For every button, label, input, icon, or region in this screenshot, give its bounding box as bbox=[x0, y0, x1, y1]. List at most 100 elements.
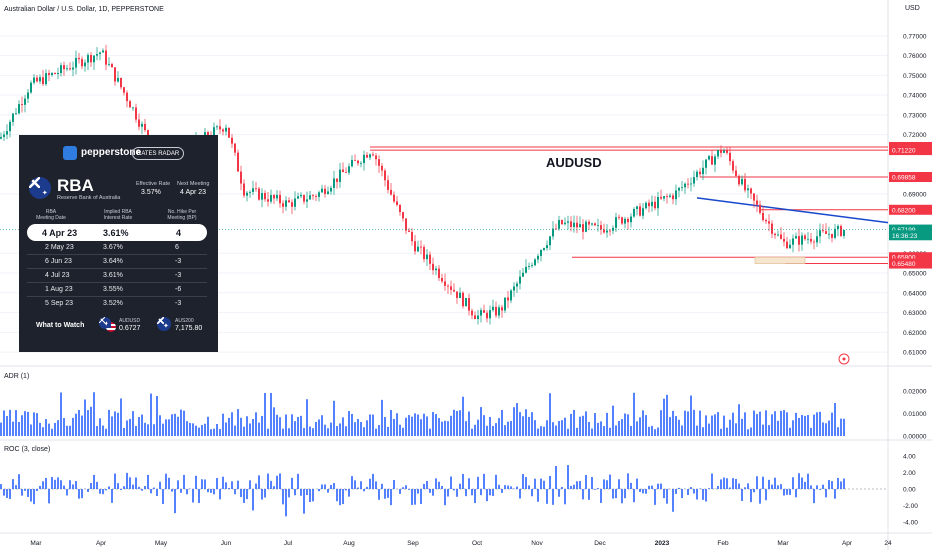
adr-bar bbox=[480, 407, 482, 436]
adr-bar bbox=[315, 421, 317, 436]
adr-bar bbox=[300, 415, 302, 436]
adr-bar bbox=[474, 424, 476, 436]
adr-axis: 0.02000 0.01000 0.00000 bbox=[903, 389, 927, 441]
candle-body bbox=[393, 194, 395, 202]
adr-bar bbox=[612, 405, 614, 436]
roc-tick-label: 4.00 bbox=[903, 454, 916, 461]
roc-bar bbox=[174, 489, 176, 514]
roc-bar bbox=[165, 473, 167, 489]
candle-body bbox=[252, 188, 254, 192]
adr-bar bbox=[165, 419, 167, 436]
adr-bar bbox=[795, 412, 797, 436]
rba-title: RBA bbox=[57, 176, 94, 195]
candle-body bbox=[126, 92, 128, 102]
rates-radar-button[interactable]: RATES RADAR bbox=[132, 147, 185, 160]
candle-body bbox=[552, 228, 554, 237]
adr-bar bbox=[63, 418, 65, 436]
roc-bar bbox=[336, 489, 338, 502]
roc-bar bbox=[234, 489, 236, 495]
roc-bar bbox=[438, 481, 440, 489]
adr-bar bbox=[705, 415, 707, 436]
candle-body bbox=[354, 160, 356, 161]
roc-bar bbox=[522, 474, 524, 489]
candle-body bbox=[837, 225, 839, 229]
roc-bar bbox=[486, 489, 488, 502]
adr-bar bbox=[411, 416, 413, 436]
candle-body bbox=[342, 169, 344, 173]
roc-bar bbox=[816, 485, 818, 489]
roc-bar bbox=[774, 477, 776, 489]
roc-bar bbox=[228, 488, 230, 489]
candle-body bbox=[18, 104, 20, 114]
adr-bar bbox=[87, 410, 89, 436]
candle-body bbox=[765, 220, 767, 222]
roc-bar bbox=[546, 489, 548, 504]
adr-bar bbox=[132, 411, 134, 436]
candle-body bbox=[738, 175, 740, 185]
candle-body bbox=[762, 212, 764, 221]
candle-body bbox=[483, 310, 485, 313]
target-icon[interactable] bbox=[838, 353, 850, 365]
roc-bar bbox=[585, 474, 587, 489]
candle-body bbox=[543, 248, 545, 251]
adr-bar bbox=[291, 414, 293, 436]
adr-bar bbox=[237, 409, 239, 436]
roc-bar bbox=[747, 483, 749, 489]
price-tag-label: 16:36:23 bbox=[892, 233, 918, 240]
roc-bar bbox=[390, 489, 392, 506]
adr-bar bbox=[561, 420, 563, 436]
candle-body bbox=[132, 107, 134, 109]
candle-body bbox=[732, 161, 734, 171]
candle-body bbox=[315, 196, 317, 197]
adr-bar bbox=[120, 398, 122, 436]
adr-bar bbox=[843, 418, 845, 436]
adr-bar bbox=[459, 410, 461, 436]
time-tick-label: Mar bbox=[30, 540, 42, 547]
candle-body bbox=[273, 195, 275, 199]
adr-tick-label: 0.01000 bbox=[903, 411, 927, 418]
adr-bar bbox=[777, 420, 779, 436]
candle-body bbox=[723, 150, 725, 153]
roc-bar bbox=[762, 476, 764, 489]
support-zone bbox=[754, 256, 806, 264]
adr-bar bbox=[429, 428, 431, 436]
adr-bar bbox=[630, 425, 632, 436]
roc-bar bbox=[153, 487, 155, 489]
candle-body bbox=[660, 196, 662, 199]
adr-bar bbox=[168, 419, 170, 436]
adr-bar bbox=[9, 409, 11, 436]
candle-body bbox=[36, 77, 38, 82]
us-flag-icon bbox=[106, 322, 116, 332]
adr-bar bbox=[636, 421, 638, 436]
adr-bar bbox=[417, 414, 419, 436]
adr-bar bbox=[306, 399, 308, 436]
candle-body bbox=[312, 195, 314, 197]
candle-body bbox=[6, 131, 8, 135]
roc-bar bbox=[33, 489, 35, 505]
adr-bar bbox=[249, 423, 251, 436]
adr-bar bbox=[789, 427, 791, 436]
candle-body bbox=[834, 228, 836, 238]
candle-body bbox=[468, 298, 470, 311]
adr-bar bbox=[798, 417, 800, 436]
adr-bar bbox=[525, 409, 527, 436]
adr-bar bbox=[423, 413, 425, 436]
adr-bar bbox=[672, 410, 674, 436]
adr-bar bbox=[201, 425, 203, 436]
candle-body bbox=[459, 292, 461, 299]
candle-body bbox=[486, 312, 488, 319]
candle-body bbox=[387, 180, 389, 190]
adr-bar bbox=[0, 422, 2, 436]
roc-bar bbox=[561, 487, 563, 489]
adr-bar bbox=[393, 418, 395, 436]
candle-body bbox=[381, 165, 383, 171]
adr-bar bbox=[765, 410, 767, 436]
adr-bar bbox=[678, 419, 680, 436]
adr-bar bbox=[138, 417, 140, 436]
roc-bar bbox=[60, 480, 62, 489]
roc-bar bbox=[162, 489, 164, 505]
candle-body bbox=[828, 233, 830, 235]
candle-body bbox=[270, 195, 272, 202]
candle-body bbox=[99, 52, 101, 55]
table-row: 2 May 23 3.67% 6 bbox=[45, 244, 179, 251]
